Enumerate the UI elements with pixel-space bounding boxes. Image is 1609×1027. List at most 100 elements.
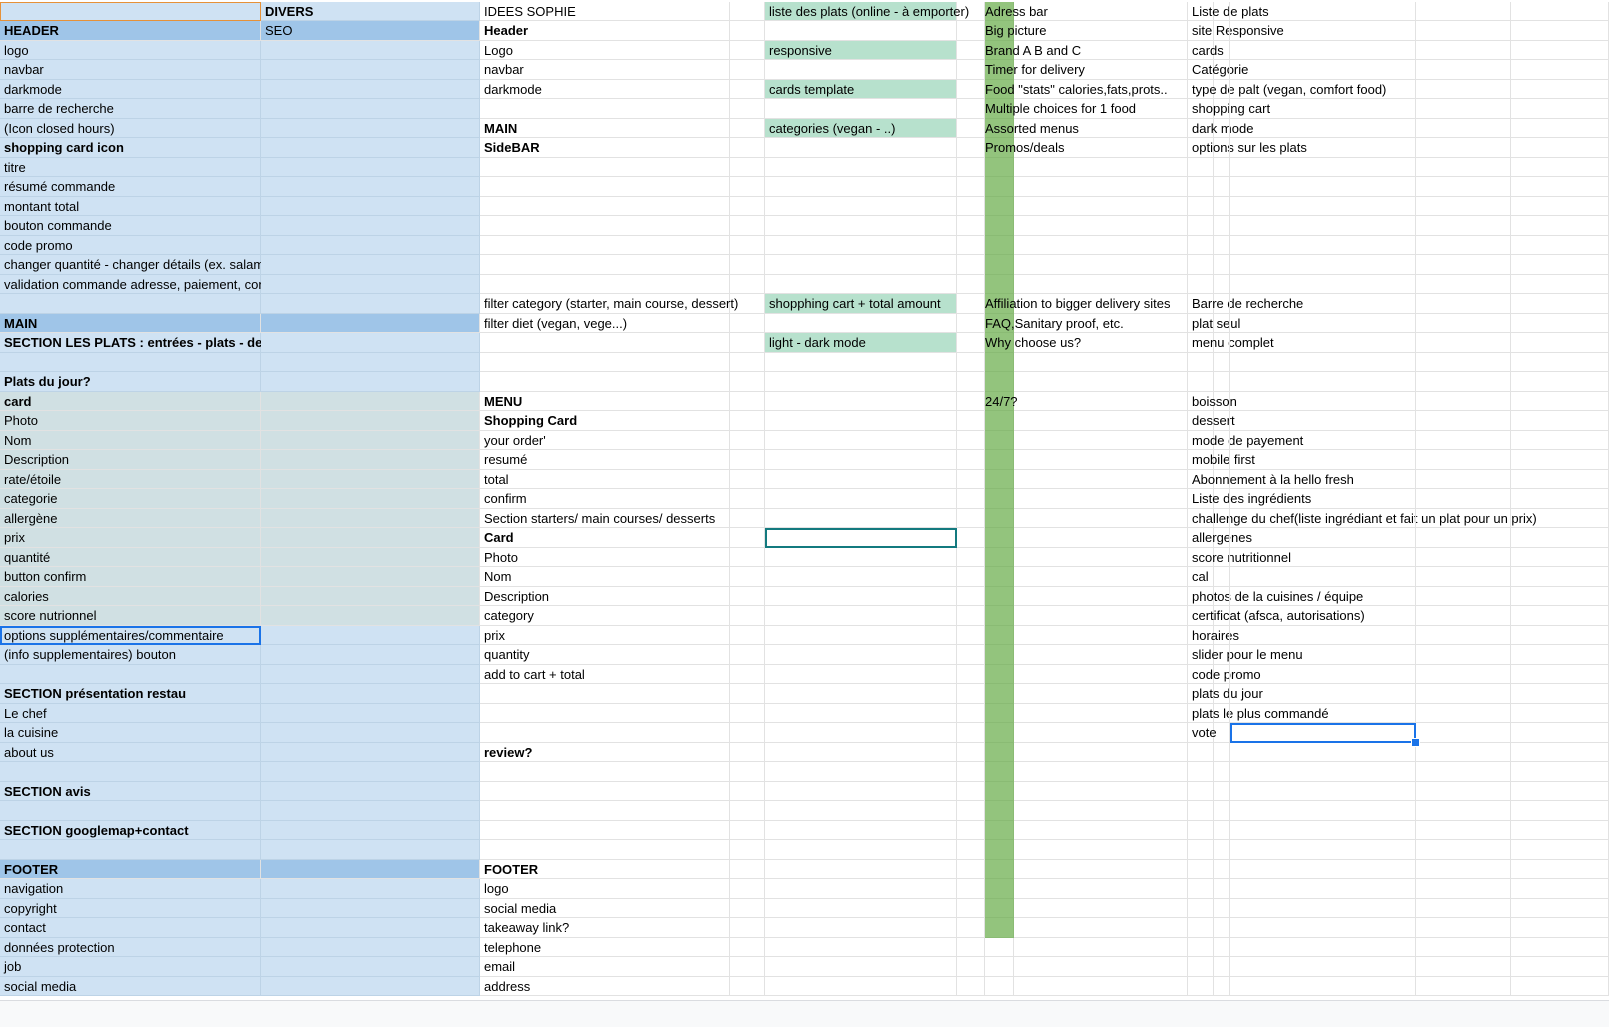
cell-j35[interactable] (1214, 665, 1230, 684)
cell-f37[interactable] (957, 704, 985, 723)
cell-g46[interactable] (985, 879, 1014, 899)
cell-c51[interactable]: address (480, 977, 730, 996)
cell-c14[interactable] (480, 255, 730, 275)
cell-j28[interactable] (1214, 528, 1230, 548)
cell-m45[interactable] (1511, 860, 1609, 879)
cell-f26[interactable] (957, 489, 985, 509)
cell-c12[interactable] (480, 216, 730, 236)
cell-e37[interactable] (765, 704, 957, 723)
cell-a3[interactable]: logo (0, 41, 261, 60)
cell-f3[interactable] (957, 41, 985, 60)
cell-k6[interactable] (1230, 99, 1416, 119)
cell-l25[interactable] (1416, 470, 1511, 489)
cell-a43[interactable]: SECTION googlemap+contact (0, 821, 261, 840)
cell-b2[interactable]: SEO (261, 21, 480, 41)
cell-e25[interactable] (765, 470, 957, 489)
cell-b13[interactable] (261, 236, 480, 255)
cell-d4[interactable] (730, 60, 765, 80)
cell-c30[interactable]: Nom (480, 567, 730, 587)
cell-j30[interactable] (1214, 567, 1230, 587)
cell-j49[interactable] (1214, 938, 1230, 957)
cell-g45[interactable] (985, 860, 1014, 879)
cell-h34[interactable] (1014, 645, 1188, 665)
cell-e23[interactable] (765, 431, 957, 450)
cell-f44[interactable] (957, 840, 985, 860)
cell-i33[interactable]: horaires (1188, 626, 1239, 645)
cell-c47[interactable]: social media (480, 899, 730, 918)
cell-b33[interactable] (261, 626, 480, 645)
cell-l28[interactable] (1416, 528, 1511, 548)
cell-i35[interactable]: code promo (1188, 665, 1261, 684)
cell-e2[interactable] (765, 21, 957, 41)
cell-l46[interactable] (1416, 879, 1511, 899)
cell-c18[interactable] (480, 333, 730, 353)
cell-g29[interactable] (985, 548, 1014, 567)
cell-k1[interactable] (1230, 2, 1416, 21)
cell-m1[interactable] (1511, 2, 1609, 21)
cell-e41[interactable] (765, 782, 957, 801)
cell-a28[interactable]: prix (0, 528, 261, 548)
cell-i9[interactable] (1188, 158, 1214, 177)
cell-b41[interactable] (261, 782, 480, 801)
cell-g31[interactable] (985, 587, 1014, 606)
cell-l18[interactable] (1416, 333, 1511, 353)
cell-d31[interactable] (730, 587, 765, 606)
cell-j38[interactable] (1214, 723, 1230, 743)
cell-l23[interactable] (1416, 431, 1511, 450)
cell-i6[interactable]: shopping cart (1188, 99, 1270, 119)
cell-d21[interactable] (730, 392, 765, 411)
cell-g15[interactable] (985, 275, 1014, 294)
cell-a42[interactable] (0, 801, 261, 821)
cell-b32[interactable] (261, 606, 480, 626)
cell-k39[interactable] (1230, 743, 1416, 762)
cell-k23[interactable] (1230, 431, 1416, 450)
cell-b43[interactable] (261, 821, 480, 840)
cell-m48[interactable] (1511, 918, 1609, 938)
cell-m29[interactable] (1511, 548, 1609, 567)
cell-e33[interactable] (765, 626, 957, 645)
cell-g42[interactable] (985, 801, 1014, 821)
cell-m36[interactable] (1511, 684, 1609, 704)
cell-f45[interactable] (957, 860, 985, 879)
cell-b40[interactable] (261, 762, 480, 782)
cell-c33[interactable]: prix (480, 626, 730, 645)
cell-a7[interactable]: (Icon closed hours) (0, 119, 261, 138)
cell-m6[interactable] (1511, 99, 1609, 119)
cell-d36[interactable] (730, 684, 765, 704)
cell-k49[interactable] (1230, 938, 1416, 957)
cell-m5[interactable] (1511, 80, 1609, 99)
cell-j34[interactable] (1214, 645, 1230, 665)
cell-e46[interactable] (765, 879, 957, 899)
cell-m10[interactable] (1511, 177, 1609, 197)
cell-e24[interactable] (765, 450, 957, 470)
cell-k35[interactable] (1230, 665, 1416, 684)
cell-b23[interactable] (261, 431, 480, 450)
cell-i24[interactable]: mobile first (1188, 450, 1255, 470)
cell-a10[interactable]: résumé commande (0, 177, 261, 197)
cell-h37[interactable] (1014, 704, 1188, 723)
cell-l39[interactable] (1416, 743, 1511, 762)
cell-g36[interactable] (985, 684, 1014, 704)
cell-k28[interactable] (1230, 528, 1416, 548)
cell-d25[interactable] (730, 470, 765, 489)
cell-c31[interactable]: Description (480, 587, 730, 606)
cell-b1[interactable]: DIVERS (261, 2, 480, 21)
cell-a22[interactable]: Photo (0, 411, 261, 431)
cell-l5[interactable] (1416, 80, 1511, 99)
cell-j31[interactable] (1214, 587, 1230, 606)
cell-a6[interactable]: barre de recherche (0, 99, 261, 119)
cell-f19[interactable] (957, 353, 985, 372)
cell-h44[interactable] (1014, 840, 1188, 860)
cell-m12[interactable] (1511, 216, 1609, 236)
cell-a5[interactable]: darkmode (0, 80, 261, 99)
cell-i49[interactable] (1188, 938, 1214, 957)
cell-m14[interactable] (1511, 255, 1609, 275)
cell-f39[interactable] (957, 743, 985, 762)
cell-j39[interactable] (1214, 743, 1230, 762)
cell-j22[interactable] (1214, 411, 1230, 431)
cell-g37[interactable] (985, 704, 1014, 723)
cell-i10[interactable] (1188, 177, 1214, 197)
cell-b19[interactable] (261, 353, 480, 372)
cell-f12[interactable] (957, 216, 985, 236)
cell-f9[interactable] (957, 158, 985, 177)
